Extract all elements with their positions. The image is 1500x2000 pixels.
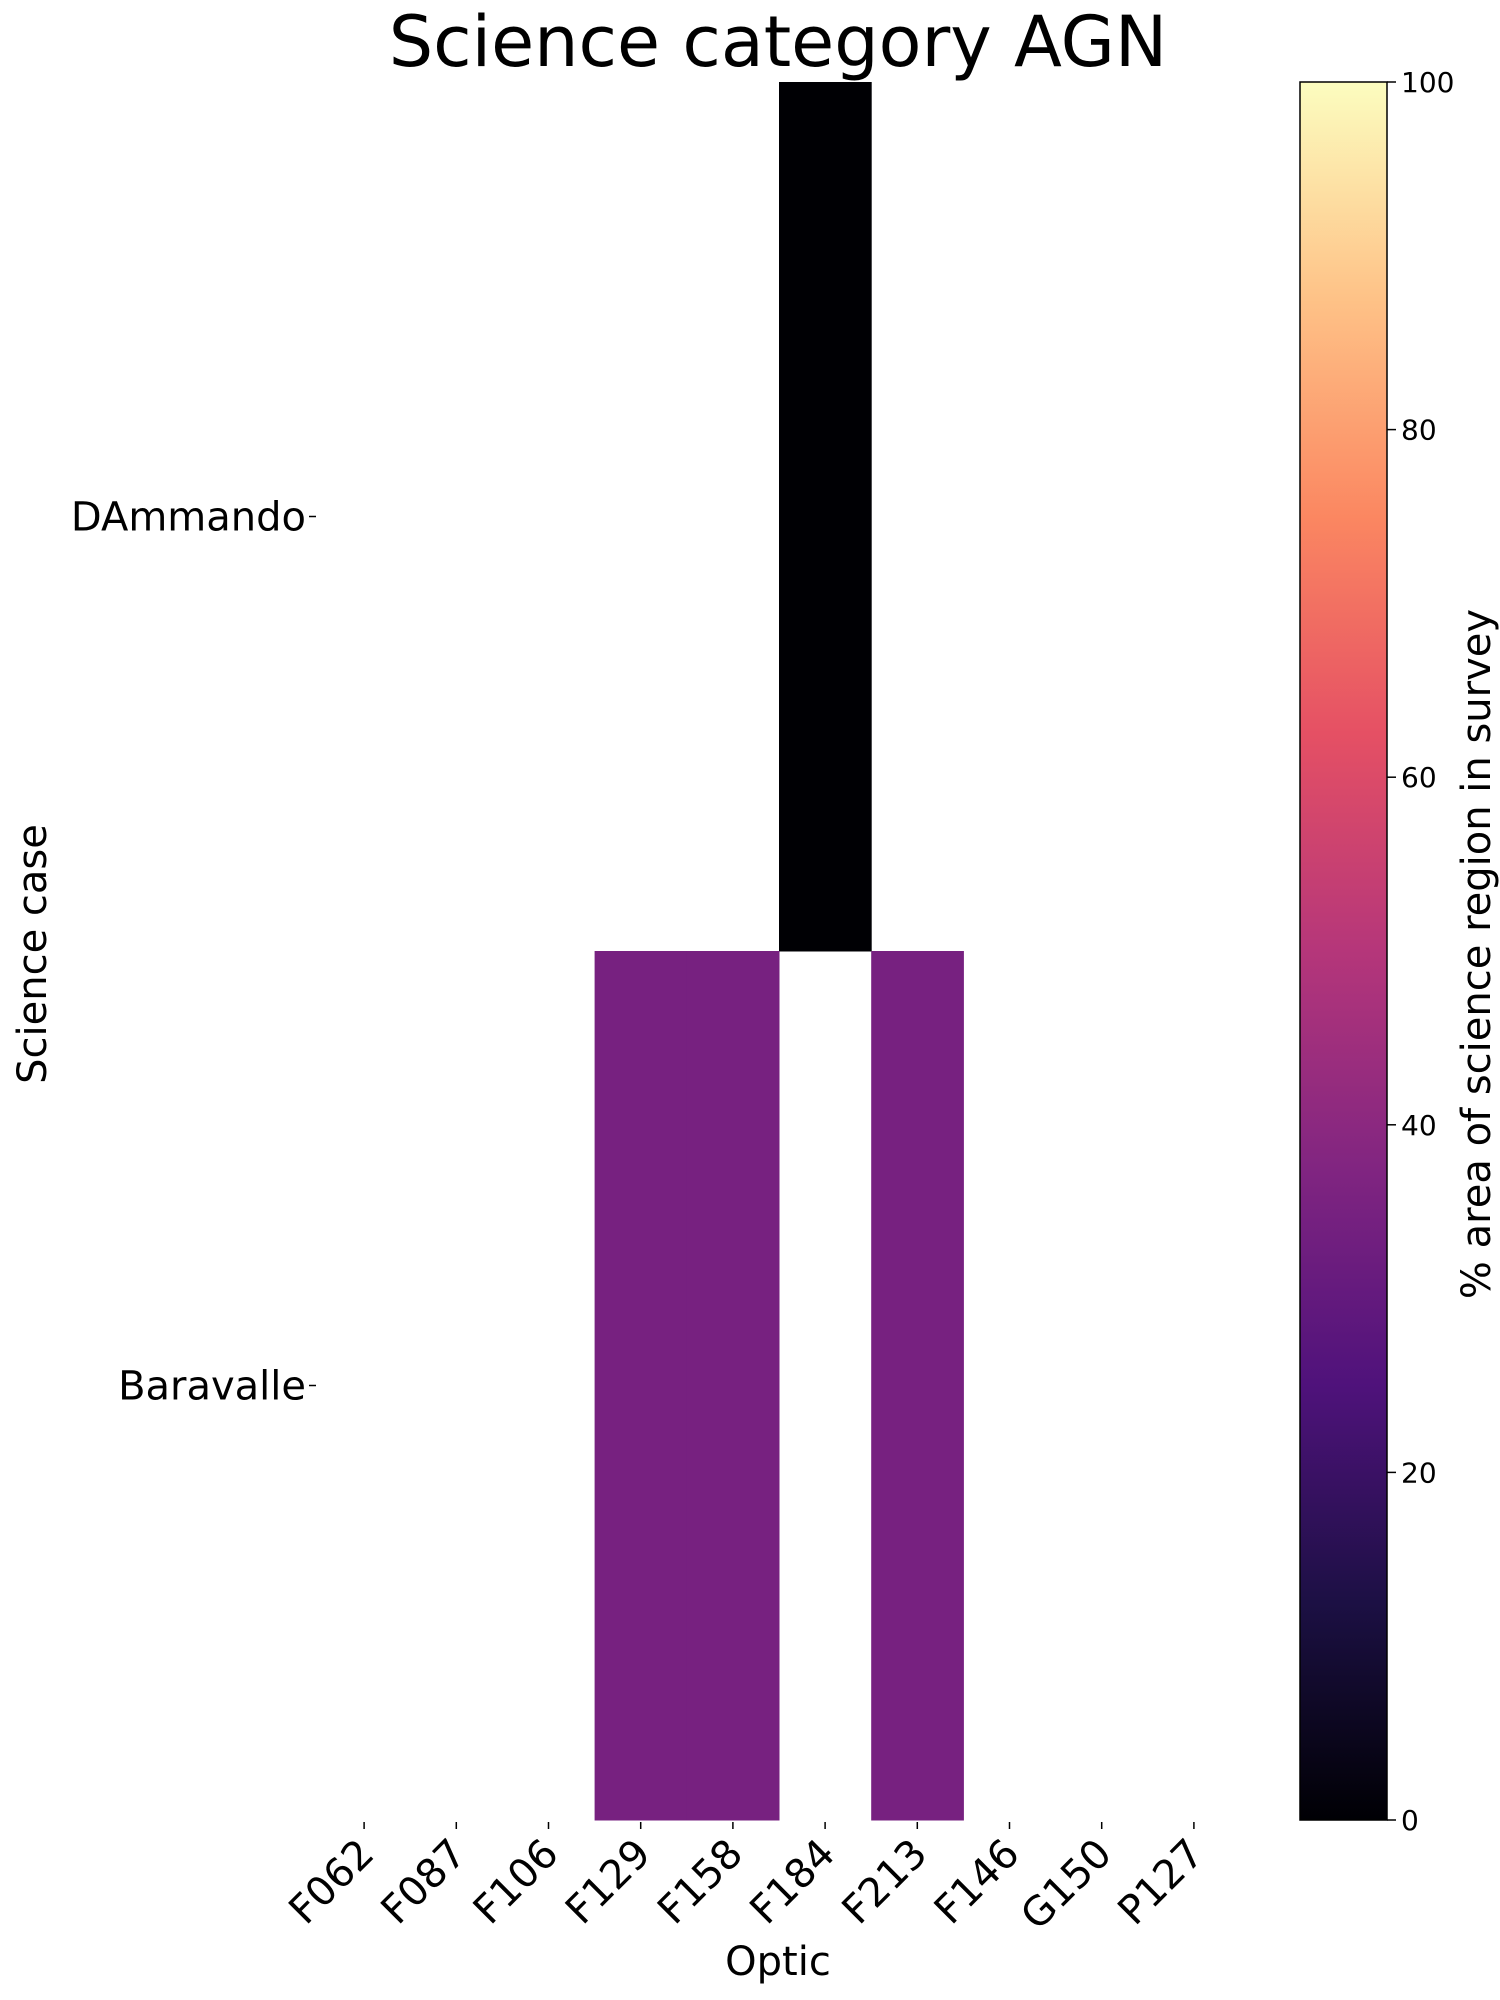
- chart-title: Science category AGN: [389, 1, 1167, 83]
- colorbar-tick-label: 0: [1401, 1804, 1419, 1837]
- y-tick-label: DAmmando: [71, 495, 306, 541]
- heatmap-cells: [594, 82, 964, 1821]
- colorbar-tick-label: 60: [1401, 761, 1437, 794]
- x-tick-label: G150: [1012, 1831, 1120, 1939]
- y-axis: DAmmando Baravalle: [71, 495, 316, 1410]
- y-tick-label: Baravalle: [118, 1364, 306, 1410]
- colorbar-tick-label: 20: [1401, 1456, 1437, 1489]
- heatmap-cell-baravalle-f129: [594, 951, 688, 1821]
- x-tick-label: F213: [834, 1831, 937, 1934]
- colorbar: 0 20 40 60 80 100: [1299, 66, 1454, 1837]
- y-axis-label: Science case: [10, 824, 56, 1084]
- x-tick-label: F129: [557, 1831, 660, 1934]
- colorbar-tick-label: 80: [1401, 414, 1437, 447]
- x-tick-label: F106: [465, 1831, 568, 1934]
- heatmap-cell-dammando-f184: [779, 82, 872, 952]
- colorbar-tick-label: 100: [1401, 66, 1454, 99]
- colorbar-gradient: [1299, 81, 1388, 1821]
- x-tick-label: F158: [649, 1831, 752, 1934]
- heatmap-cell-baravalle-f213: [871, 951, 964, 1821]
- x-tick-label: F146: [926, 1831, 1029, 1934]
- x-tick-label: P127: [1109, 1831, 1213, 1935]
- x-axis-label: Optic: [725, 1939, 831, 1985]
- colorbar-tick-label: 40: [1401, 1109, 1437, 1142]
- x-tick-label: F184: [741, 1831, 844, 1934]
- heatmap-cell-baravalle-f158: [686, 951, 780, 1821]
- x-tick-label: F087: [373, 1831, 476, 1934]
- x-tick-label: F062: [280, 1831, 383, 1934]
- colorbar-label: % area of science region in survey: [1454, 609, 1500, 1299]
